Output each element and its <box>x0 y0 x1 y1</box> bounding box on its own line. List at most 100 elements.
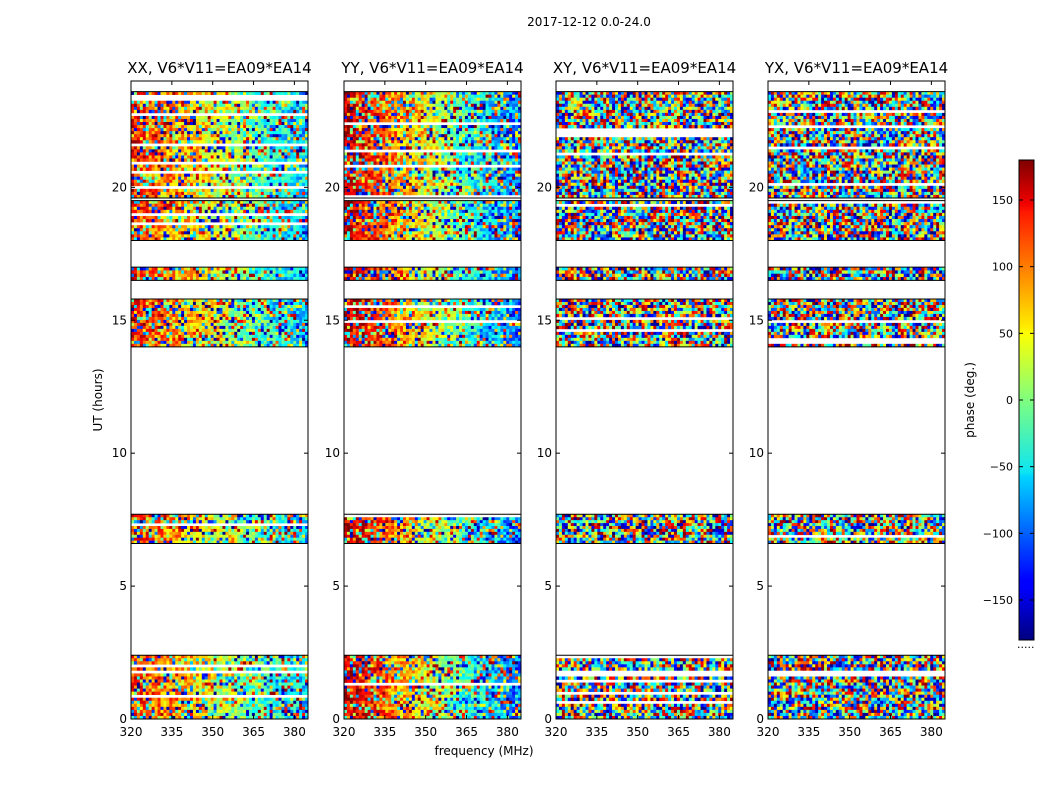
heat-cell <box>299 698 302 701</box>
heat-cell <box>175 701 178 704</box>
heat-cell <box>205 680 208 683</box>
heat-cell <box>140 526 143 529</box>
heat-cell <box>231 532 234 535</box>
heat-cell <box>284 529 287 532</box>
heat-cell <box>270 529 273 532</box>
heat-cell <box>228 673 231 676</box>
heat-cell <box>161 701 164 704</box>
heat-cell <box>193 667 196 670</box>
heat-cell <box>279 710 282 713</box>
heat-cell <box>246 710 249 713</box>
heat-cell <box>217 707 220 710</box>
heat-cell <box>196 538 199 541</box>
heat-cell <box>287 707 290 710</box>
heat-cell <box>234 538 237 541</box>
heat-cell <box>211 673 214 676</box>
heat-cell <box>273 701 276 704</box>
heat-cell <box>143 704 146 707</box>
heat-cell <box>181 538 184 541</box>
heat-cell <box>281 532 284 535</box>
heat-cell <box>252 532 255 535</box>
heat-cell <box>196 517 199 520</box>
heat-cell <box>281 680 284 683</box>
heat-cell <box>249 686 252 689</box>
heat-cell <box>134 517 137 520</box>
heat-cell <box>273 302 276 305</box>
heat-cell <box>296 713 299 716</box>
heat-cell <box>267 680 270 683</box>
heat-cell <box>152 710 155 713</box>
heat-cell <box>152 680 155 683</box>
heat-cell <box>220 707 223 710</box>
heat-cell <box>234 526 237 529</box>
heat-cell <box>211 710 214 713</box>
heat-cell <box>273 689 276 692</box>
heat-cell <box>143 686 146 689</box>
heat-cell <box>169 683 172 686</box>
heat-cell <box>172 538 175 541</box>
heat-cell <box>211 667 214 670</box>
heat-cell <box>187 658 190 661</box>
heat-cell <box>149 676 152 679</box>
heat-cell <box>225 680 228 683</box>
heat-cell <box>249 526 252 529</box>
suptitle: 2017-12-12 0.0-24.0 <box>527 15 651 29</box>
heat-cell <box>202 676 205 679</box>
heat-cell <box>296 673 299 676</box>
heat-cell <box>225 686 228 689</box>
heat-cell <box>158 673 161 676</box>
heat-cell <box>240 661 243 664</box>
heat-cell <box>155 676 158 679</box>
heat-cell <box>246 692 249 695</box>
heat-cell <box>264 661 267 664</box>
heat-cell <box>152 673 155 676</box>
heat-cell <box>267 713 270 716</box>
heat-cell <box>276 517 279 520</box>
heat-cell <box>252 661 255 664</box>
heat-cell <box>281 698 284 701</box>
heat-cell <box>225 532 228 535</box>
heat-cell <box>270 701 273 704</box>
heat-cell <box>270 535 273 538</box>
heat-cell <box>161 673 164 676</box>
heat-cell <box>137 683 140 686</box>
heat-cell <box>240 520 243 523</box>
heat-cell <box>181 655 184 658</box>
heat-cell <box>172 683 175 686</box>
heat-cell <box>243 710 246 713</box>
heat-cell <box>137 704 140 707</box>
heat-cell <box>155 526 158 529</box>
heat-cell <box>237 520 240 523</box>
heat-cell <box>222 520 225 523</box>
heat-cell <box>190 704 193 707</box>
heat-cell <box>190 517 193 520</box>
heat-cell <box>175 692 178 695</box>
heat-cell <box>140 529 143 532</box>
heat-cell <box>228 692 231 695</box>
heat-cell <box>166 713 169 716</box>
heat-cell <box>296 689 299 692</box>
heat-cell <box>281 710 284 713</box>
heat-cell <box>261 535 264 538</box>
heat-cell <box>237 704 240 707</box>
heat-cell <box>208 686 211 689</box>
heat-cell <box>296 710 299 713</box>
heat-cell <box>152 658 155 661</box>
heat-cell <box>217 701 220 704</box>
heat-cell <box>184 686 187 689</box>
heat-cell <box>169 526 172 529</box>
heat-cell <box>158 683 161 686</box>
heat-cell <box>225 673 228 676</box>
heat-cell <box>279 698 282 701</box>
heat-cell <box>252 673 255 676</box>
heat-cell <box>287 517 290 520</box>
heat-cell <box>220 673 223 676</box>
heat-cell <box>163 658 166 661</box>
heat-cell <box>134 673 137 676</box>
heat-cell <box>267 686 270 689</box>
heat-cell <box>202 526 205 529</box>
heat-cell <box>264 707 267 710</box>
heat-cell <box>137 676 140 679</box>
heat-cell <box>187 701 190 704</box>
heat-cell <box>258 302 261 305</box>
